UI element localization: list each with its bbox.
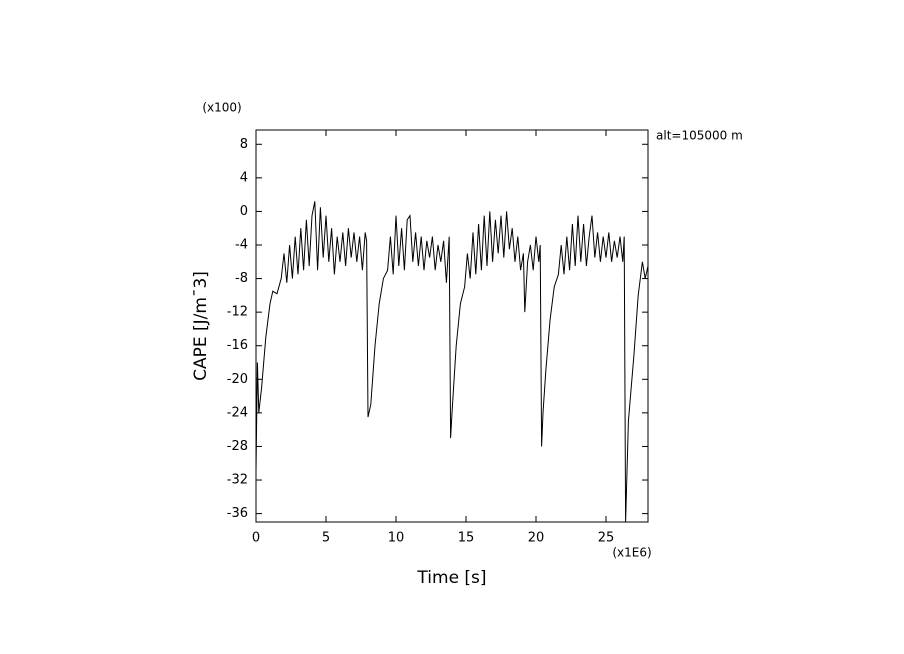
- y-tick-label: -4: [235, 237, 248, 252]
- y-tick-label: -28: [227, 439, 248, 454]
- y-tick-label: -20: [227, 372, 248, 387]
- plot-frame: [255, 129, 649, 523]
- x-tick-label: 25: [598, 531, 615, 546]
- y-multiplier: (x100): [202, 101, 241, 115]
- y-tick-label: -12: [227, 305, 248, 320]
- y-axis-label: CAPE [J/m¯3]: [191, 271, 211, 381]
- x-axis-label: Time [s]: [416, 568, 486, 588]
- annotation: alt=105000 m: [656, 129, 743, 143]
- x-multiplier: (x1E6): [612, 546, 651, 560]
- x-tick-label: 15: [458, 531, 475, 546]
- y-tick-label: 0: [240, 204, 248, 219]
- y-tick-label: -16: [227, 338, 248, 353]
- y-tick-label: 4: [240, 170, 248, 185]
- x-tick-label: 0: [252, 531, 260, 546]
- x-tick-label: 10: [388, 531, 405, 546]
- data-line: [255, 201, 649, 523]
- x-tick-label: 20: [528, 531, 545, 546]
- y-tick-label: -24: [227, 405, 248, 420]
- y-tick-label: -32: [227, 473, 248, 488]
- x-tick-label: 5: [322, 531, 330, 546]
- y-tick-label: -36: [227, 506, 248, 521]
- y-tick-label: 8: [240, 137, 248, 152]
- y-tick-label: -8: [235, 271, 248, 286]
